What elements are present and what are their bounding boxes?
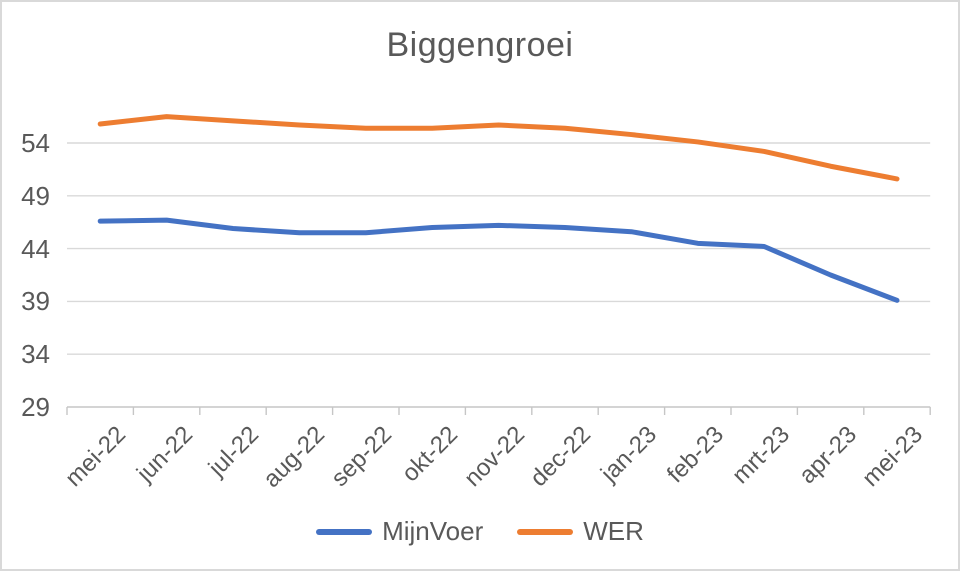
y-tick-label: 54	[21, 128, 50, 158]
series-line-mijnvoer	[97, 217, 900, 303]
wer-line-swatch-icon	[517, 528, 574, 535]
legend: MijnVoer WER	[2, 516, 958, 547]
y-tick-label: 29	[21, 392, 50, 422]
y-tick-label: 34	[21, 339, 50, 370]
legend-item-wer: WER	[517, 516, 644, 547]
legend-item-mijnvoer: MijnVoer	[316, 516, 483, 547]
legend-label-wer: WER	[583, 516, 644, 546]
legend-label-mijnvoer: MijnVoer	[382, 516, 484, 546]
y-tick-label: 39	[21, 286, 50, 317]
chart-title: Biggengroei	[386, 26, 574, 64]
y-tick-label: 44	[21, 233, 50, 264]
y-tick-label: 49	[21, 180, 50, 211]
series-line-wer	[97, 114, 900, 182]
mijnvoer-line-swatch-icon	[316, 528, 373, 535]
